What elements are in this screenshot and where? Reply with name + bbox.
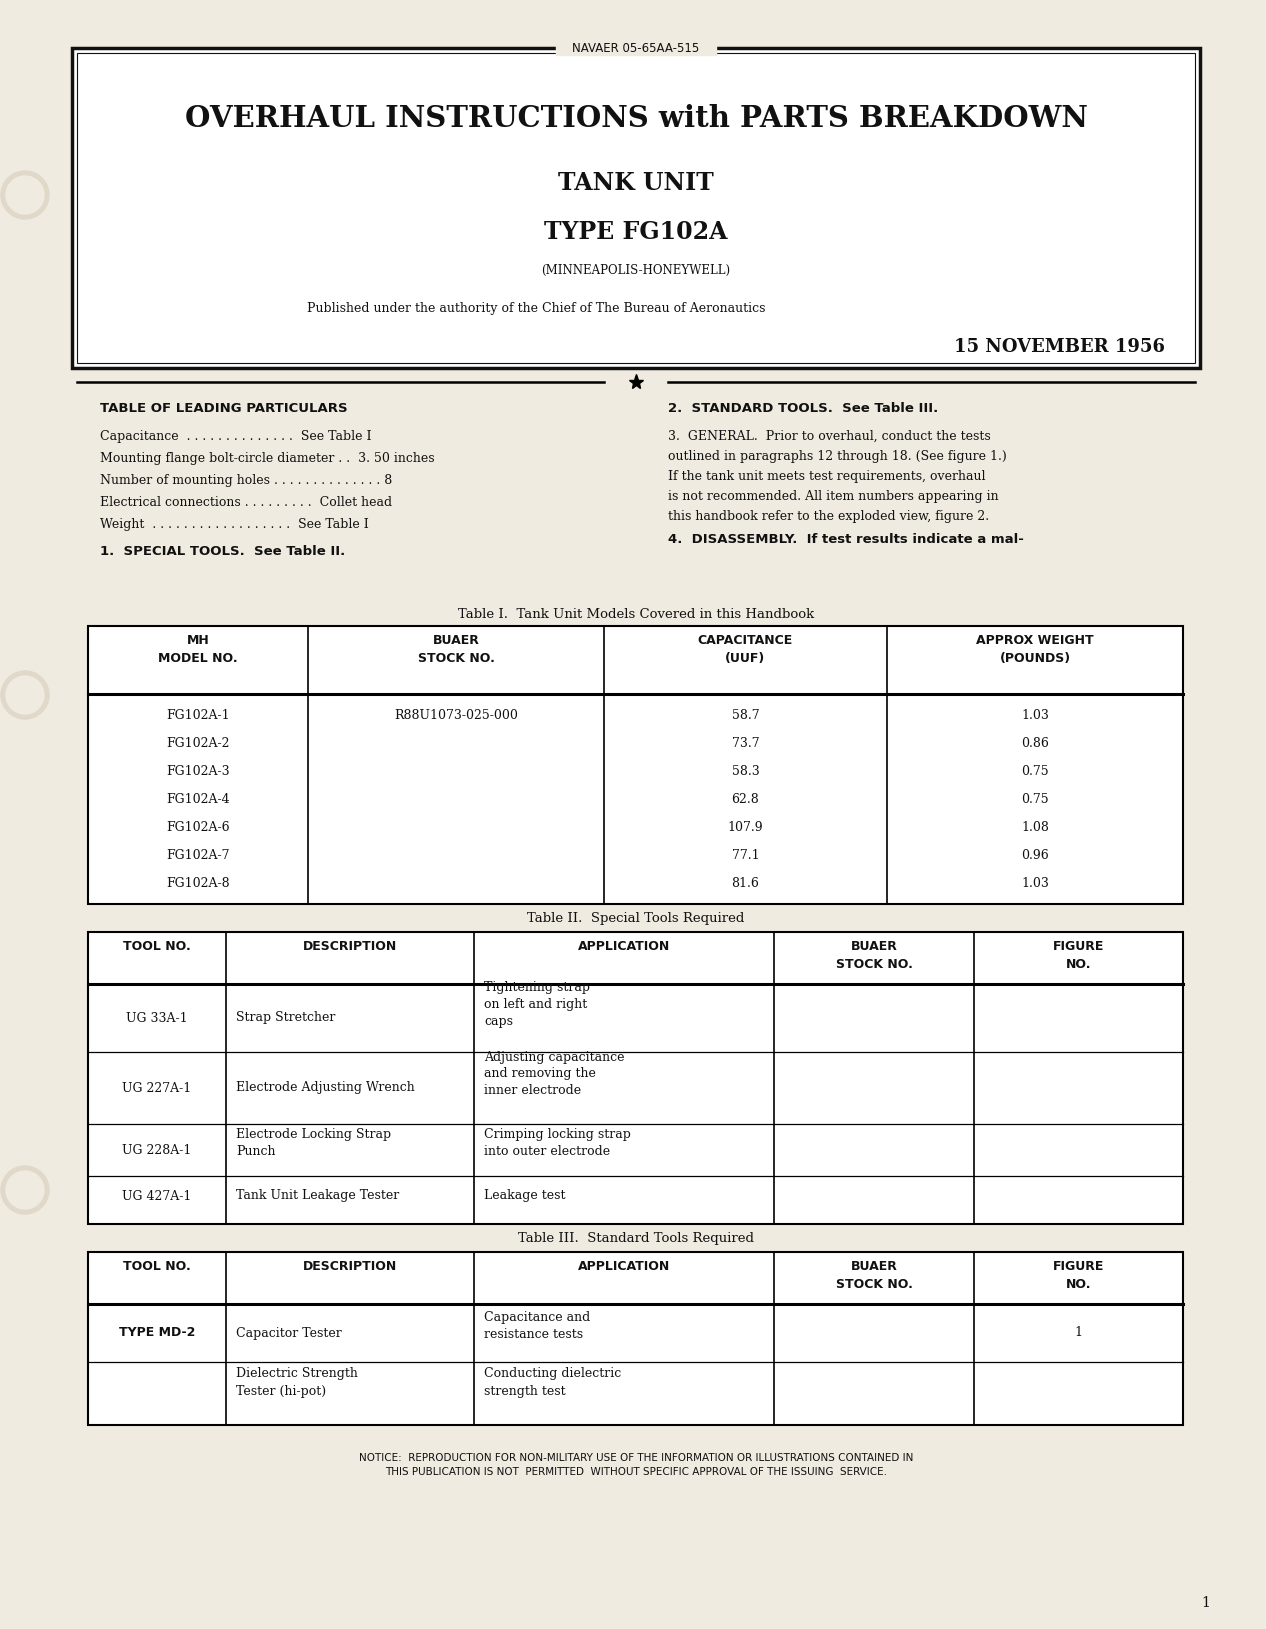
Text: OVERHAUL INSTRUCTIONS with PARTS BREAKDOWN: OVERHAUL INSTRUCTIONS with PARTS BREAKDO… bbox=[185, 104, 1087, 132]
Text: 1.03: 1.03 bbox=[1022, 709, 1050, 722]
Text: Electrode Locking Strap
Punch: Electrode Locking Strap Punch bbox=[235, 1127, 391, 1158]
Text: 1.03: 1.03 bbox=[1022, 876, 1050, 889]
Text: 4.  DISASSEMBLY.  If test results indicate a mal-: 4. DISASSEMBLY. If test results indicate… bbox=[668, 533, 1024, 546]
Text: UG 427A-1: UG 427A-1 bbox=[123, 1189, 191, 1202]
Text: FG102A-3: FG102A-3 bbox=[166, 764, 230, 777]
Text: Leakage test: Leakage test bbox=[484, 1189, 566, 1202]
Text: FG102A-8: FG102A-8 bbox=[166, 876, 230, 889]
Text: Table III.  Standard Tools Required: Table III. Standard Tools Required bbox=[518, 1232, 755, 1245]
Text: TYPE MD-2: TYPE MD-2 bbox=[119, 1326, 195, 1339]
Text: UG 227A-1: UG 227A-1 bbox=[123, 1082, 191, 1095]
Text: Conducting dielectric
strength test: Conducting dielectric strength test bbox=[484, 1367, 622, 1398]
Text: Capacitance  . . . . . . . . . . . . . .  See Table I: Capacitance . . . . . . . . . . . . . . … bbox=[100, 430, 371, 443]
Text: APPLICATION: APPLICATION bbox=[577, 940, 670, 953]
Circle shape bbox=[1, 671, 49, 718]
Text: (MINNEAPOLIS-HONEYWELL): (MINNEAPOLIS-HONEYWELL) bbox=[542, 264, 730, 277]
Text: BUAER
STOCK NO.: BUAER STOCK NO. bbox=[836, 1259, 913, 1292]
Text: BUAER
STOCK NO.: BUAER STOCK NO. bbox=[836, 940, 913, 971]
Text: FG102A-6: FG102A-6 bbox=[166, 821, 230, 834]
Text: 0.75: 0.75 bbox=[1022, 764, 1048, 777]
Text: 73.7: 73.7 bbox=[732, 736, 760, 749]
Text: Capacitor Tester: Capacitor Tester bbox=[235, 1326, 342, 1339]
Text: APPROX WEIGHT
(POUNDS): APPROX WEIGHT (POUNDS) bbox=[976, 634, 1094, 665]
Bar bbox=[89, 932, 1182, 1223]
Text: 1: 1 bbox=[1075, 1326, 1082, 1339]
Text: is not recommended. All item numbers appearing in: is not recommended. All item numbers app… bbox=[668, 490, 999, 503]
Text: UG 228A-1: UG 228A-1 bbox=[123, 1144, 191, 1157]
Text: DESCRIPTION: DESCRIPTION bbox=[303, 940, 398, 953]
Circle shape bbox=[6, 676, 44, 714]
Text: NAVAER 05-65AA-515: NAVAER 05-65AA-515 bbox=[572, 41, 700, 54]
Text: Tightening strap
on left and right
caps: Tightening strap on left and right caps bbox=[484, 981, 590, 1028]
Text: 3.  GENERAL.  Prior to overhaul, conduct the tests: 3. GENERAL. Prior to overhaul, conduct t… bbox=[668, 430, 991, 443]
Text: Electrode Adjusting Wrench: Electrode Adjusting Wrench bbox=[235, 1082, 415, 1095]
Text: 107.9: 107.9 bbox=[728, 821, 763, 834]
Text: 81.6: 81.6 bbox=[732, 876, 760, 889]
Text: Published under the authority of the Chief of The Bureau of Aeronautics: Published under the authority of the Chi… bbox=[306, 301, 765, 314]
Text: TANK UNIT: TANK UNIT bbox=[558, 171, 714, 195]
Bar bbox=[89, 1253, 1182, 1425]
Text: FG102A-4: FG102A-4 bbox=[166, 792, 230, 805]
Text: 15 NOVEMBER 1956: 15 NOVEMBER 1956 bbox=[955, 337, 1166, 357]
Text: this handbook refer to the exploded view, figure 2.: this handbook refer to the exploded view… bbox=[668, 510, 989, 523]
Text: 0.86: 0.86 bbox=[1022, 736, 1050, 749]
Text: FIGURE
NO.: FIGURE NO. bbox=[1053, 940, 1104, 971]
Circle shape bbox=[6, 176, 44, 213]
Text: TABLE OF LEADING PARTICULARS: TABLE OF LEADING PARTICULARS bbox=[100, 402, 348, 415]
Text: NOTICE:  REPRODUCTION FOR NON-MILITARY USE OF THE INFORMATION OR ILLUSTRATIONS C: NOTICE: REPRODUCTION FOR NON-MILITARY US… bbox=[358, 1453, 913, 1463]
Text: Capacitance and
resistance tests: Capacitance and resistance tests bbox=[484, 1311, 590, 1341]
Text: Adjusting capacitance
and removing the
inner electrode: Adjusting capacitance and removing the i… bbox=[484, 1051, 624, 1098]
Text: TOOL NO.: TOOL NO. bbox=[123, 940, 191, 953]
Text: APPLICATION: APPLICATION bbox=[577, 1259, 670, 1272]
Text: FIGURE
NO.: FIGURE NO. bbox=[1053, 1259, 1104, 1292]
Text: 0.75: 0.75 bbox=[1022, 792, 1048, 805]
Text: Tank Unit Leakage Tester: Tank Unit Leakage Tester bbox=[235, 1189, 399, 1202]
Text: If the tank unit meets test requirements, overhaul: If the tank unit meets test requirements… bbox=[668, 471, 985, 484]
Bar bbox=[556, 41, 717, 55]
Bar bbox=[72, 47, 1200, 368]
Text: Table II.  Special Tools Required: Table II. Special Tools Required bbox=[528, 912, 744, 925]
Text: THIS PUBLICATION IS NOT  PERMITTED  WITHOUT SPECIFIC APPROVAL OF THE ISSUING  SE: THIS PUBLICATION IS NOT PERMITTED WITHOU… bbox=[385, 1468, 887, 1478]
Text: 58.3: 58.3 bbox=[732, 764, 760, 777]
Text: FG102A-7: FG102A-7 bbox=[166, 849, 229, 862]
Text: R88U1073-025-000: R88U1073-025-000 bbox=[394, 709, 518, 722]
Text: 77.1: 77.1 bbox=[732, 849, 760, 862]
Text: BUAER
STOCK NO.: BUAER STOCK NO. bbox=[418, 634, 495, 665]
Circle shape bbox=[1, 1166, 49, 1214]
Text: Number of mounting holes . . . . . . . . . . . . . . 8: Number of mounting holes . . . . . . . .… bbox=[100, 474, 392, 487]
Text: 58.7: 58.7 bbox=[732, 709, 760, 722]
Text: outlined in paragraphs 12 through 18. (See figure 1.): outlined in paragraphs 12 through 18. (S… bbox=[668, 450, 1006, 463]
Text: TYPE FG102A: TYPE FG102A bbox=[544, 220, 728, 244]
Text: TOOL NO.: TOOL NO. bbox=[123, 1259, 191, 1272]
Text: 62.8: 62.8 bbox=[732, 792, 760, 805]
Circle shape bbox=[1, 171, 49, 218]
Text: Electrical connections . . . . . . . . .  Collet head: Electrical connections . . . . . . . . .… bbox=[100, 495, 392, 508]
Circle shape bbox=[6, 1171, 44, 1209]
Text: Weight  . . . . . . . . . . . . . . . . . .  See Table I: Weight . . . . . . . . . . . . . . . . .… bbox=[100, 518, 368, 531]
Text: 1.08: 1.08 bbox=[1022, 821, 1050, 834]
Text: FG102A-1: FG102A-1 bbox=[166, 709, 230, 722]
Text: Table I.  Tank Unit Models Covered in this Handbook: Table I. Tank Unit Models Covered in thi… bbox=[458, 608, 814, 621]
Bar bbox=[77, 54, 1195, 363]
Text: CAPACITANCE
(UUF): CAPACITANCE (UUF) bbox=[698, 634, 793, 665]
Text: UG 33A-1: UG 33A-1 bbox=[127, 1012, 187, 1025]
Text: Strap Stretcher: Strap Stretcher bbox=[235, 1012, 335, 1025]
Bar bbox=[89, 626, 1182, 904]
Text: FG102A-2: FG102A-2 bbox=[166, 736, 229, 749]
Text: Mounting flange bolt-circle diameter . .  3. 50 inches: Mounting flange bolt-circle diameter . .… bbox=[100, 451, 434, 464]
Text: MH
MODEL NO.: MH MODEL NO. bbox=[158, 634, 238, 665]
Text: Dielectric Strength
Tester (hi-pot): Dielectric Strength Tester (hi-pot) bbox=[235, 1367, 358, 1398]
Text: 1.  SPECIAL TOOLS.  See Table II.: 1. SPECIAL TOOLS. See Table II. bbox=[100, 546, 346, 559]
Text: 0.96: 0.96 bbox=[1022, 849, 1048, 862]
Text: 2.  STANDARD TOOLS.  See Table III.: 2. STANDARD TOOLS. See Table III. bbox=[668, 402, 938, 415]
Text: Crimping locking strap
into outer electrode: Crimping locking strap into outer electr… bbox=[484, 1127, 630, 1158]
Text: 1: 1 bbox=[1201, 1596, 1210, 1609]
Text: DESCRIPTION: DESCRIPTION bbox=[303, 1259, 398, 1272]
